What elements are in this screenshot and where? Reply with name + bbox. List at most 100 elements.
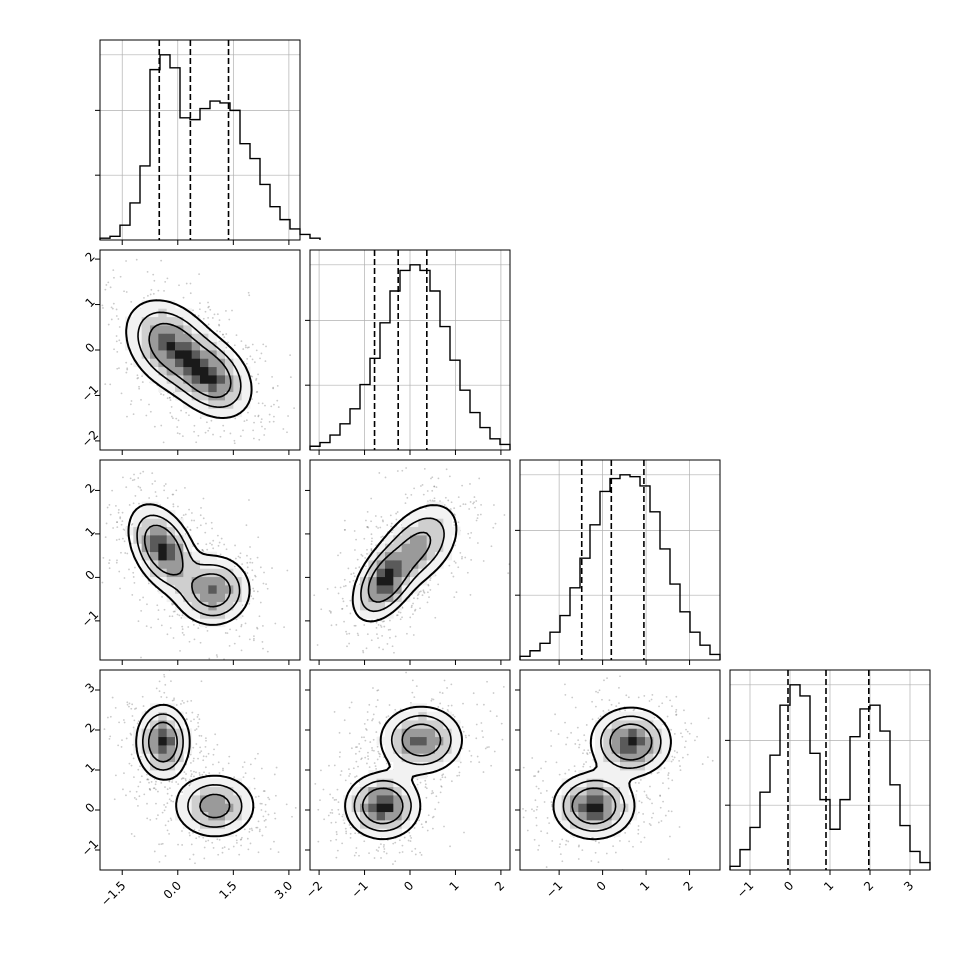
- scatter-point: [169, 798, 171, 800]
- scatter-point: [409, 626, 411, 628]
- scatter-point: [176, 704, 178, 706]
- scatter-point: [254, 788, 256, 790]
- scatter-point: [454, 561, 456, 563]
- scatter-panel-2-3: [487, 645, 752, 886]
- scatter-point: [349, 707, 351, 709]
- scatter-point: [564, 773, 566, 775]
- scatter-point: [638, 825, 640, 827]
- scatter-point: [170, 680, 172, 682]
- scatter-point: [251, 828, 253, 830]
- scatter-point: [115, 505, 117, 507]
- density-cell: [200, 358, 209, 367]
- scatter-point: [421, 823, 423, 825]
- scatter-point: [344, 822, 346, 824]
- scatter-point: [262, 815, 264, 817]
- y-tick-label-3-0: −1: [79, 837, 101, 859]
- scatter-point: [641, 802, 643, 804]
- scatter-point: [214, 314, 216, 316]
- scatter-point: [186, 718, 188, 720]
- scatter-point: [177, 844, 179, 846]
- scatter-point: [113, 348, 115, 350]
- scatter-point: [122, 788, 124, 790]
- scatter-point: [139, 781, 141, 783]
- density-cell: [368, 602, 377, 611]
- density-cell: [452, 737, 461, 746]
- density-cell: [167, 552, 176, 561]
- density-cell: [393, 762, 402, 771]
- scatter-point: [221, 538, 223, 540]
- scatter-point: [222, 768, 224, 770]
- scatter-point: [420, 485, 422, 487]
- scatter-point: [116, 335, 118, 337]
- scatter-point: [255, 796, 257, 798]
- scatter-point: [140, 756, 142, 758]
- scatter-point: [451, 501, 453, 503]
- scatter-point: [286, 570, 288, 572]
- scatter-point: [252, 358, 254, 360]
- scatter-point: [564, 722, 566, 724]
- scatter-point: [397, 470, 399, 472]
- scatter-point: [470, 559, 472, 561]
- density-cell: [158, 552, 167, 561]
- scatter-point: [554, 713, 556, 715]
- scatter-point: [268, 814, 270, 816]
- scatter-point: [262, 648, 264, 650]
- scatter-point: [191, 512, 193, 514]
- scatter-point: [246, 363, 248, 365]
- scatter-point: [242, 348, 244, 350]
- scatter-point: [278, 406, 280, 408]
- scatter-point: [234, 442, 236, 444]
- density-cell: [587, 803, 596, 812]
- scatter-point: [442, 776, 444, 778]
- scatter-point: [338, 801, 340, 803]
- scatter-point: [422, 484, 424, 486]
- scatter-point: [205, 523, 207, 525]
- density-cell: [150, 510, 159, 519]
- density-cell: [158, 333, 167, 342]
- scatter-point: [216, 654, 218, 656]
- scatter-point: [410, 837, 412, 839]
- density-cell: [377, 828, 386, 837]
- scatter-point: [615, 852, 617, 854]
- scatter-point: [245, 345, 247, 347]
- scatter-point: [485, 748, 487, 750]
- scatter-point: [337, 789, 339, 791]
- density-cell: [217, 593, 226, 602]
- scatter-point: [211, 420, 213, 422]
- density-cell: [208, 383, 217, 392]
- scatter-point: [165, 855, 167, 857]
- scatter-point: [207, 302, 209, 304]
- scatter-point: [461, 556, 463, 558]
- scatter-point: [550, 745, 552, 747]
- scatter-point: [606, 677, 608, 679]
- scatter-point: [332, 797, 334, 799]
- scatter-point: [585, 761, 587, 763]
- scatter-point: [598, 717, 600, 719]
- scatter-point: [158, 609, 160, 611]
- scatter-point: [649, 798, 651, 800]
- scatter-point: [156, 495, 158, 497]
- scatter-point: [578, 747, 580, 749]
- scatter-point: [167, 497, 169, 499]
- scatter-point: [261, 426, 263, 428]
- scatter-point: [675, 711, 677, 713]
- scatter-point: [429, 589, 431, 591]
- scatter-point: [680, 769, 682, 771]
- scatter-point: [307, 613, 309, 615]
- scatter-point: [212, 764, 214, 766]
- scatter-point: [120, 342, 122, 344]
- scatter-point: [435, 795, 437, 797]
- scatter-point: [116, 526, 118, 528]
- scatter-point: [675, 714, 677, 716]
- scatter-point: [632, 846, 634, 848]
- scatter-point: [651, 694, 653, 696]
- scatter-point: [206, 421, 208, 423]
- scatter-point: [354, 832, 356, 834]
- scatter-point: [458, 766, 460, 768]
- scatter-point: [364, 723, 366, 725]
- scatter-point: [217, 535, 219, 537]
- scatter-point: [150, 294, 152, 296]
- scatter-point: [246, 524, 248, 526]
- density-cell: [208, 610, 217, 619]
- density-cell: [208, 577, 217, 586]
